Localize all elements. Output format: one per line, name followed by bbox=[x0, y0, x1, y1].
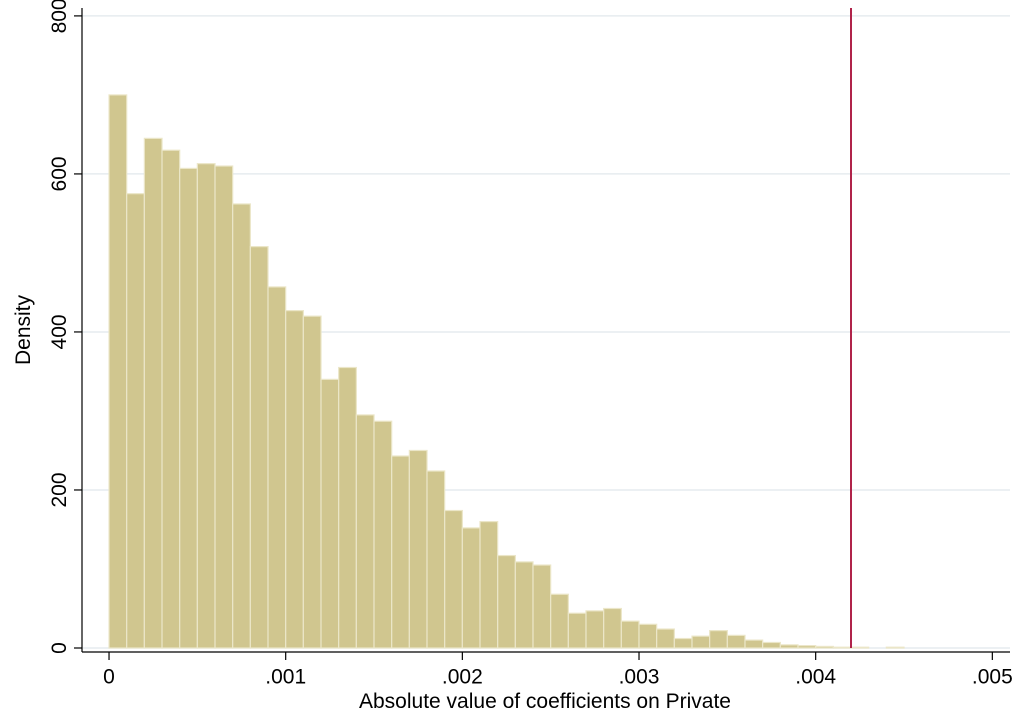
bar bbox=[338, 366, 357, 649]
bar bbox=[832, 646, 852, 649]
bar bbox=[479, 520, 499, 649]
x-tick-label: .005 bbox=[972, 666, 1013, 689]
bar bbox=[691, 635, 711, 649]
x-tick-label: .002 bbox=[442, 666, 483, 689]
bar bbox=[638, 623, 658, 649]
bar bbox=[426, 470, 446, 649]
y-tick-label: 400 bbox=[48, 314, 71, 349]
bar bbox=[585, 610, 605, 649]
bar bbox=[656, 628, 675, 649]
bar bbox=[108, 94, 128, 649]
y-tick-label: 200 bbox=[48, 472, 71, 507]
bar bbox=[497, 554, 516, 649]
bar bbox=[143, 137, 163, 649]
bar bbox=[779, 644, 799, 649]
x-tick-label: 0 bbox=[103, 666, 115, 689]
bar bbox=[603, 607, 622, 649]
bar bbox=[620, 620, 640, 649]
x-tick-label: .001 bbox=[265, 666, 306, 689]
bar bbox=[249, 246, 269, 649]
y-tick-label: 600 bbox=[48, 156, 71, 191]
bar bbox=[214, 165, 234, 649]
y-tick-label: 800 bbox=[48, 0, 71, 33]
bar bbox=[885, 646, 905, 649]
x-axis-label: Absolute value of coefficients on Privat… bbox=[359, 690, 731, 713]
bar bbox=[179, 167, 198, 649]
y-axis-label: Density bbox=[12, 294, 35, 365]
bar bbox=[762, 641, 781, 649]
bar bbox=[302, 315, 322, 649]
bar bbox=[850, 646, 870, 649]
bar bbox=[567, 612, 587, 649]
bar bbox=[444, 509, 463, 649]
x-tick-label: .003 bbox=[619, 666, 660, 689]
bar bbox=[232, 203, 251, 649]
bar bbox=[550, 593, 569, 649]
bar bbox=[673, 637, 693, 649]
bar bbox=[126, 193, 145, 649]
bar bbox=[373, 420, 393, 649]
bar bbox=[161, 149, 181, 649]
bar bbox=[744, 639, 764, 649]
y-tick-label: 0 bbox=[48, 642, 71, 654]
bar bbox=[726, 634, 746, 649]
bar bbox=[320, 378, 340, 649]
bar bbox=[709, 630, 728, 649]
bar bbox=[461, 527, 481, 649]
bar bbox=[408, 449, 428, 649]
bar bbox=[514, 561, 534, 649]
bar bbox=[355, 414, 375, 649]
bar bbox=[267, 286, 287, 649]
bar bbox=[196, 163, 216, 649]
bar bbox=[815, 645, 834, 649]
bar bbox=[797, 645, 817, 649]
x-tick-label: .004 bbox=[795, 666, 836, 689]
bar bbox=[532, 564, 552, 649]
bar bbox=[391, 455, 410, 649]
bar bbox=[285, 310, 304, 649]
